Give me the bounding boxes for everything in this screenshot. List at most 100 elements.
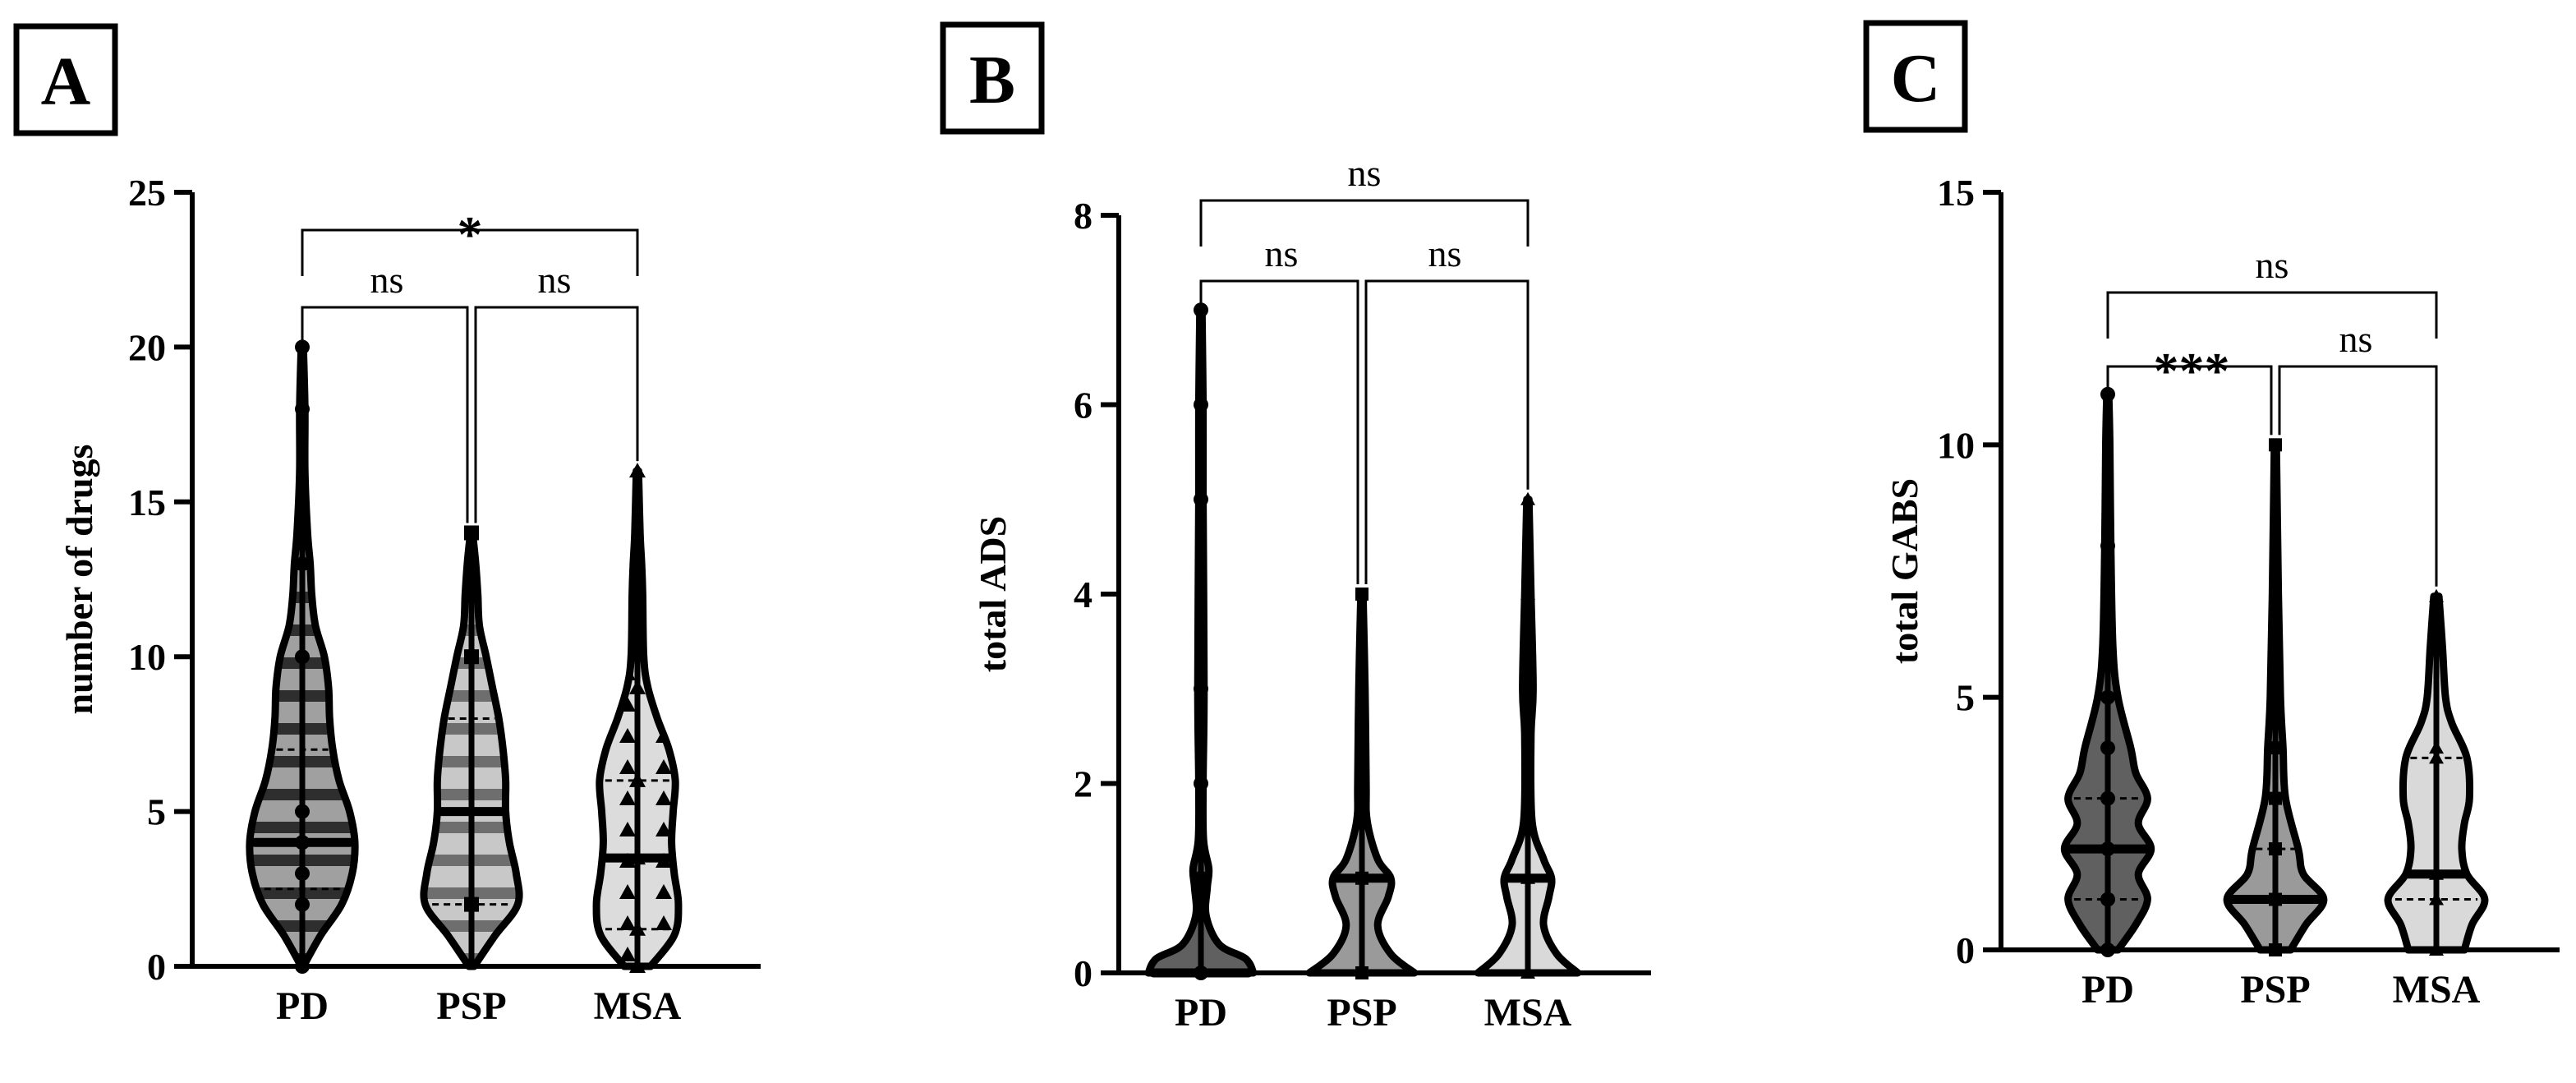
data-point	[629, 920, 646, 936]
significance-bracket: ***	[2106, 343, 2273, 436]
violin-PD	[2060, 386, 2155, 957]
panel-letter: C	[1891, 40, 1941, 117]
significance-bracket: ns	[2278, 318, 2438, 587]
violin-PSP	[420, 525, 523, 970]
data-point	[2429, 866, 2444, 880]
panel-C: C 0 5 10 15 total GABS PD PSP MSA *** ns ns	[1863, 20, 2560, 1012]
panel-letter: A	[41, 44, 91, 120]
bracket-line	[1199, 199, 1530, 247]
x-category-label: PSP	[1327, 991, 1396, 1035]
data-point	[1355, 588, 1368, 601]
x-category-label: MSA	[594, 984, 682, 1028]
data-point	[295, 804, 310, 819]
violin-MSA	[592, 463, 683, 973]
data-point	[1520, 587, 1535, 600]
significance-label: *	[458, 207, 483, 263]
y-tick-label: 0	[147, 946, 166, 988]
significance-label: ns	[1348, 152, 1382, 194]
significance-label: ns	[2256, 244, 2289, 286]
data-point	[1194, 681, 1208, 697]
bracket-line	[474, 306, 639, 353]
panel-letter-box	[1863, 20, 1968, 133]
x-category-label: MSA	[1484, 991, 1572, 1035]
data-point	[2269, 791, 2282, 805]
violin-PSP	[1305, 588, 1419, 979]
panel-letter-box	[940, 21, 1045, 135]
violin-MSA	[1474, 491, 1582, 979]
data-point	[1355, 777, 1368, 790]
data-point	[464, 525, 479, 541]
data-point	[295, 649, 310, 665]
data-point	[1194, 965, 1208, 980]
significance-bracket: *	[301, 207, 639, 276]
x-category-label: PD	[2082, 968, 2134, 1012]
data-point	[629, 772, 646, 787]
data-point	[1194, 397, 1208, 412]
bracket-line	[301, 306, 469, 353]
significance-label: ***	[2154, 343, 2230, 399]
data-point	[2100, 942, 2115, 957]
data-point	[464, 896, 479, 912]
data-point	[1520, 491, 1535, 505]
panel-A: A 0 5 10 15 20 25 number of drugs PD PSP MSA ns ns *	[13, 23, 761, 1028]
data-point	[2269, 943, 2282, 956]
y-tick-label: 5	[1956, 677, 1975, 719]
data-point	[1355, 682, 1368, 696]
data-point	[1194, 491, 1208, 507]
y-tick-label: 10	[1937, 424, 1975, 466]
significance-label: ns	[2339, 318, 2373, 360]
data-point	[295, 525, 310, 541]
data-point	[1194, 776, 1208, 791]
data-point	[2429, 750, 2444, 764]
data-point	[1355, 871, 1368, 885]
y-axis-title: number of drugs	[58, 445, 100, 715]
y-tick-label: 25	[128, 172, 166, 214]
significance-bracket: ns	[1199, 152, 1530, 247]
y-tick-label: 0	[1956, 929, 1975, 971]
y-tick-label: 0	[1074, 952, 1092, 994]
data-point	[1355, 966, 1368, 979]
y-tick-label: 20	[128, 326, 166, 368]
data-point	[295, 865, 310, 881]
data-point	[295, 959, 310, 974]
x-category-label: PSP	[2240, 968, 2310, 1012]
significance-bracket: ns	[2106, 244, 2438, 339]
panel-letter: B	[969, 42, 1015, 118]
data-point	[1520, 965, 1535, 979]
bracket-line	[301, 228, 639, 276]
data-point	[2269, 640, 2282, 654]
violin-PSP	[2223, 438, 2328, 956]
y-tick-label: 15	[1937, 172, 1975, 214]
significance-label: ns	[538, 259, 572, 301]
bracket-line	[1364, 279, 1530, 327]
data-point	[2100, 689, 2115, 705]
data-point	[2269, 438, 2282, 452]
bracket-line	[1199, 279, 1359, 327]
data-point	[2429, 740, 2444, 754]
data-point	[295, 896, 310, 912]
x-category-label: MSA	[2393, 968, 2481, 1012]
data-point	[2269, 842, 2282, 856]
data-point	[2269, 741, 2282, 755]
data-point	[2100, 588, 2115, 604]
violin-PD	[246, 339, 359, 974]
data-point	[295, 835, 310, 850]
data-point	[2429, 892, 2444, 906]
data-point	[2429, 942, 2444, 956]
significance-label: ns	[370, 259, 404, 301]
data-point	[1194, 870, 1208, 886]
data-point	[629, 958, 646, 973]
y-tick-label: 15	[128, 482, 166, 523]
y-tick-label: 4	[1074, 574, 1092, 615]
violin-PD	[1144, 302, 1258, 980]
data-point	[629, 463, 646, 478]
data-point	[2100, 740, 2115, 756]
y-tick-label: 2	[1074, 763, 1092, 805]
violin-MSA	[2384, 588, 2489, 956]
data-point	[2100, 892, 2115, 907]
y-axis-title: total GABS	[1884, 478, 1925, 664]
data-point	[629, 850, 646, 865]
panel-letter-box	[13, 23, 118, 136]
